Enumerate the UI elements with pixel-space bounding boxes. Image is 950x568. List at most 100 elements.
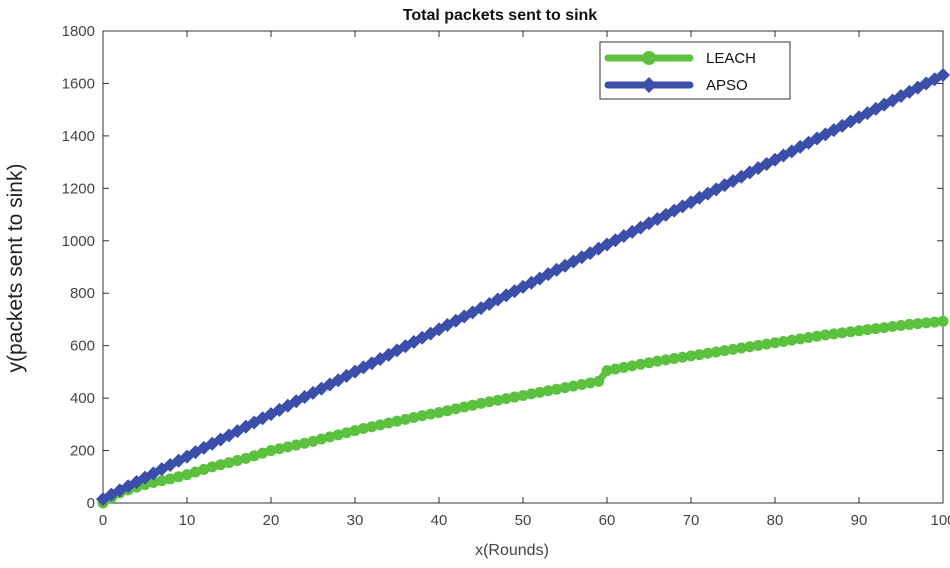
- leach-point: [231, 455, 243, 467]
- leach-point: [777, 335, 789, 347]
- x-axis: 0 10 20 30 40 50 60 70 80 90 100: [99, 31, 950, 529]
- leach-point: [366, 421, 378, 433]
- legend-leach-label: LEACH: [706, 50, 756, 67]
- leach-point: [668, 353, 680, 365]
- leach-point: [643, 357, 655, 369]
- leach-point: [861, 324, 873, 336]
- leach-point: [794, 333, 806, 345]
- x-tick-label: 0: [99, 512, 107, 529]
- leach-point: [240, 452, 252, 464]
- y-tick-label: 1000: [62, 233, 95, 250]
- leach-point: [282, 441, 294, 453]
- x-tick-label: 30: [347, 512, 364, 529]
- leach-point: [710, 346, 722, 358]
- leach-point: [198, 463, 210, 475]
- leach-point: [845, 326, 857, 338]
- leach-point: [551, 383, 563, 395]
- leach-point: [635, 358, 647, 370]
- leach-point: [500, 393, 512, 405]
- leach-point: [248, 450, 260, 462]
- leach-point: [727, 343, 739, 355]
- legend-leach-marker: [642, 51, 656, 65]
- leach-point: [215, 459, 227, 471]
- leach-point: [332, 429, 344, 441]
- leach-point: [492, 394, 504, 406]
- leach-point: [903, 318, 915, 330]
- leach-point: [433, 407, 445, 419]
- legend-apso-label: APSO: [706, 77, 748, 94]
- leach-point: [290, 439, 302, 451]
- leach-point: [425, 408, 437, 420]
- legend-box: [599, 41, 791, 100]
- leach-point: [937, 315, 949, 327]
- x-tick-label: 50: [515, 512, 532, 529]
- leach-point: [735, 342, 747, 354]
- leach-point: [324, 431, 336, 443]
- leach-point: [584, 377, 596, 389]
- x-tick-label: 10: [179, 512, 196, 529]
- leach-point: [719, 345, 731, 357]
- leach-point: [853, 325, 865, 337]
- leach-point: [769, 337, 781, 349]
- leach-point: [257, 447, 269, 459]
- leach-point: [206, 461, 218, 473]
- leach-point: [836, 327, 848, 339]
- y-axis-label: y(packets sent to sink): [4, 164, 27, 373]
- chart-title: Total packets sent to sink: [403, 7, 598, 24]
- leach-point: [693, 349, 705, 361]
- leach-point: [685, 350, 697, 362]
- y-tick-label: 1200: [62, 180, 95, 197]
- leach-point: [467, 399, 479, 411]
- leach-point: [189, 466, 201, 478]
- leach-point: [307, 435, 319, 447]
- leach-point: [542, 385, 554, 397]
- leach-point: [752, 339, 764, 351]
- leach-point: [349, 425, 361, 437]
- leach-point: [315, 433, 327, 445]
- x-tick-label: 70: [683, 512, 700, 529]
- legend: LEACH APSO: [599, 41, 791, 100]
- x-tick-label: 20: [263, 512, 280, 529]
- x-tick-label: 60: [599, 512, 616, 529]
- apso-point: [247, 415, 262, 430]
- x-tick-label: 80: [767, 512, 784, 529]
- series-layer: [96, 68, 950, 509]
- y-tick-label: 800: [70, 285, 95, 302]
- leach-point: [660, 354, 672, 366]
- leach-point: [399, 413, 411, 425]
- x-tick-label: 100: [930, 512, 950, 529]
- leach-point: [887, 321, 899, 333]
- apso-point: [574, 250, 589, 265]
- legend-apso-marker: [641, 77, 657, 93]
- y-tick-label: 1600: [62, 75, 95, 92]
- leach-point: [761, 338, 773, 350]
- leach-point: [458, 401, 470, 413]
- leach-point: [357, 423, 369, 435]
- leach-point: [601, 365, 613, 377]
- leach-point: [383, 417, 395, 429]
- leach-point: [803, 332, 815, 344]
- leach-point: [895, 319, 907, 331]
- leach-point: [265, 445, 277, 457]
- leach-point: [819, 329, 831, 341]
- leach-point: [567, 380, 579, 392]
- y-tick-label: 0: [87, 495, 95, 512]
- x-axis-label: x(Rounds): [475, 542, 549, 559]
- leach-point: [593, 375, 605, 387]
- leach-point: [870, 323, 882, 335]
- leach-point: [273, 443, 285, 455]
- leach-point: [181, 469, 193, 481]
- leach-point: [408, 412, 420, 424]
- leach-point: [786, 334, 798, 346]
- leach-point: [576, 378, 588, 390]
- leach-point: [441, 405, 453, 417]
- leach-point: [156, 475, 168, 487]
- leach-point: [525, 388, 537, 400]
- leach-point: [164, 473, 176, 485]
- leach-point: [618, 361, 630, 373]
- y-tick-label: 600: [70, 338, 95, 355]
- leach-point: [677, 351, 689, 363]
- y-axis: 0 200 400 600 800 1000 1200 1400 1600 1800: [62, 23, 943, 512]
